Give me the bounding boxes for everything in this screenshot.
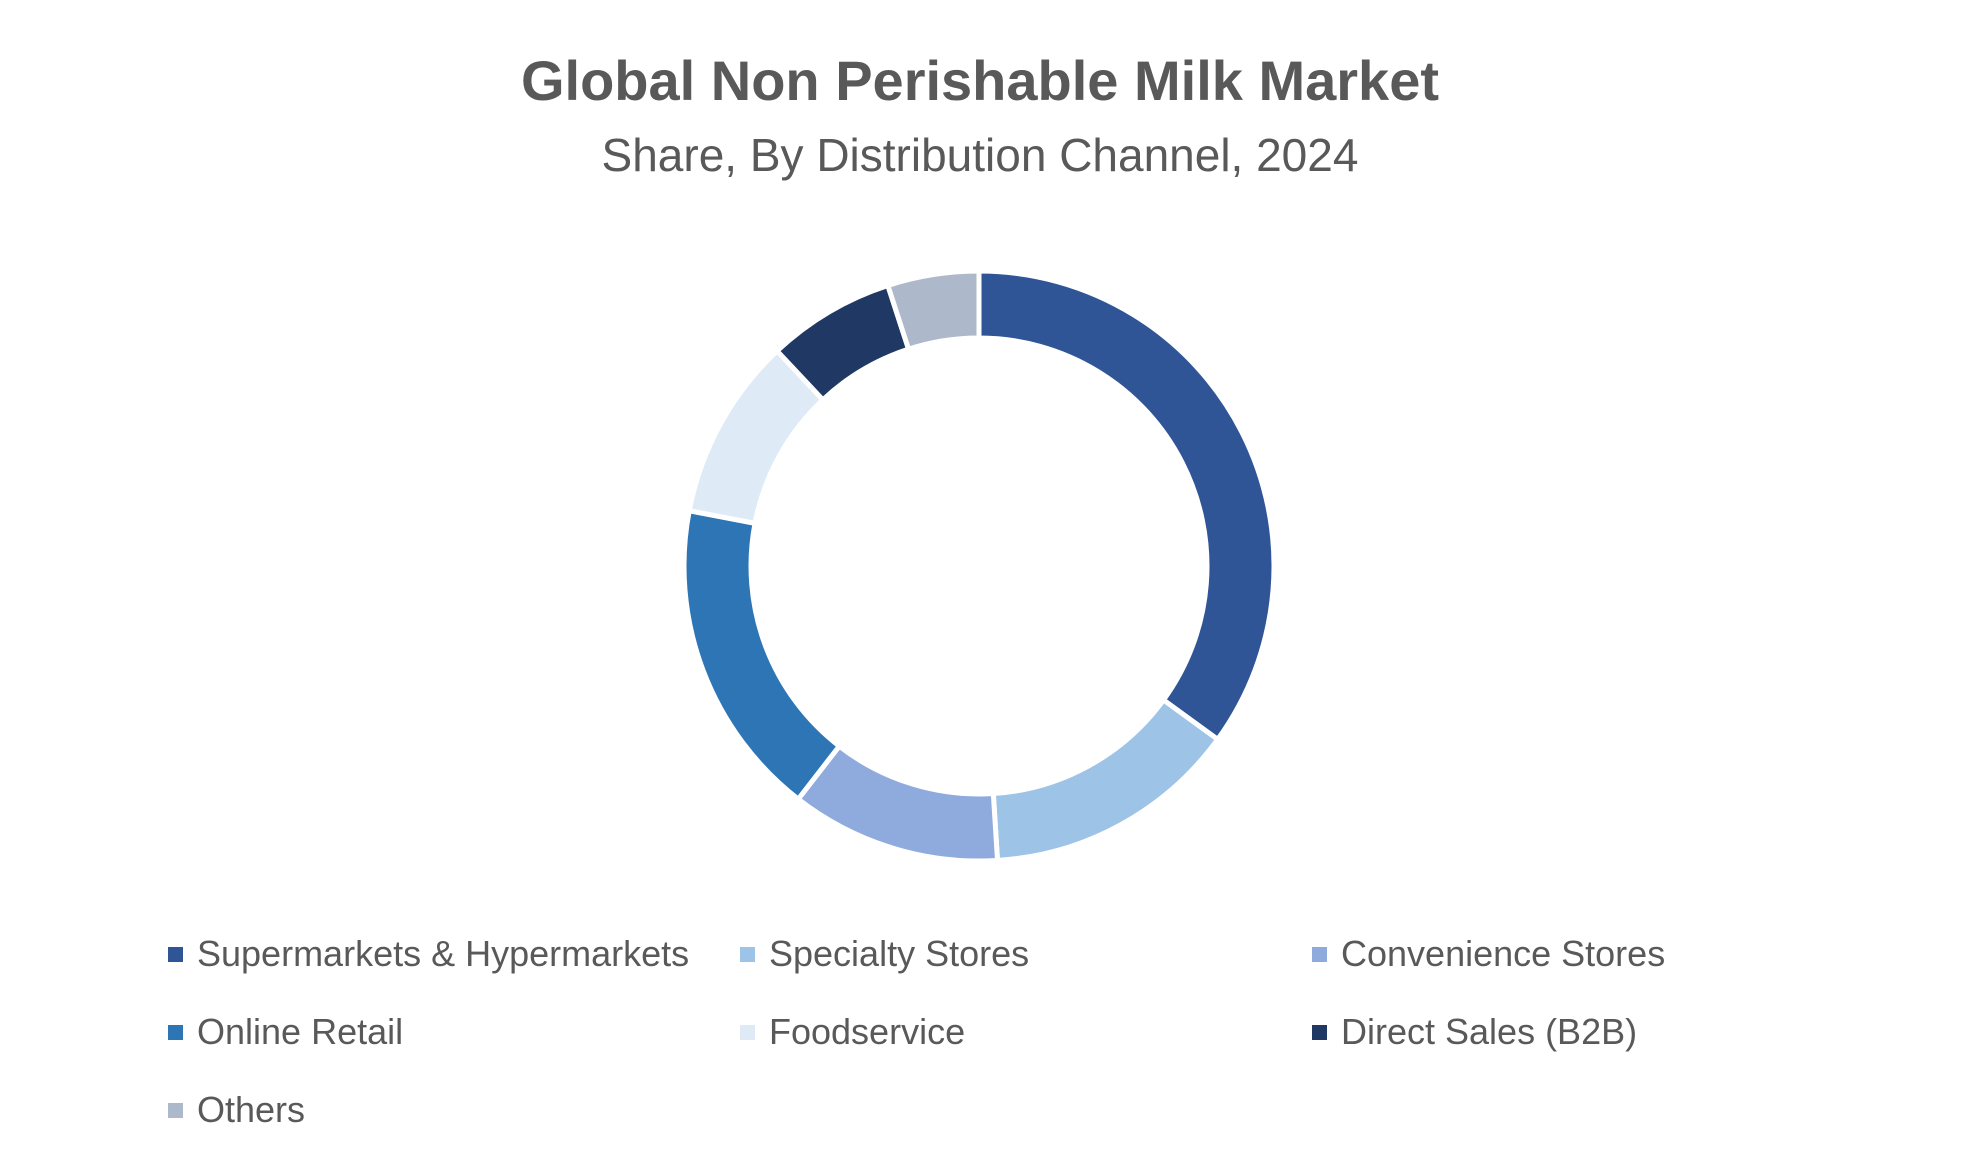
legend-item: Others <box>168 1089 305 1131</box>
chart-subtitle: Share, By Distribution Channel, 2024 <box>601 129 1359 181</box>
legend-swatch <box>1312 1024 1327 1040</box>
donut-slice-others <box>884 268 982 353</box>
donut-slice-specialty-stores <box>990 696 1222 864</box>
legend-swatch <box>168 946 183 962</box>
legend-item: Supermarkets & Hypermarkets <box>168 933 689 975</box>
legend-swatch <box>740 1024 755 1040</box>
legend-label: Online Retail <box>197 1011 404 1052</box>
donut-slice-online-retail <box>681 507 843 803</box>
legend-swatch <box>1312 946 1327 962</box>
legend-swatch <box>168 1102 183 1118</box>
legend-item: Online Retail <box>168 1011 403 1053</box>
legend-label: Convenience Stores <box>1341 933 1666 974</box>
legend-item: Specialty Stores <box>740 933 1029 975</box>
legend-label: Others <box>197 1089 306 1130</box>
legend-label: Foodservice <box>769 1011 966 1052</box>
legend-swatch <box>168 1024 183 1040</box>
legend-item: Direct Sales (B2B) <box>1312 1011 1637 1053</box>
chart-title: Global Non Perishable Milk Market <box>520 49 1439 112</box>
legend-swatch <box>740 946 755 962</box>
legend-label: Specialty Stores <box>769 933 1030 974</box>
legend-label: Supermarkets & Hypermarkets <box>197 933 690 974</box>
legend-label: Direct Sales (B2B) <box>1341 1011 1638 1052</box>
donut-slice-supermarkets-hypermarkets <box>976 268 1277 743</box>
legend-item: Convenience Stores <box>1312 933 1665 975</box>
legend-item: Foodservice <box>740 1011 965 1053</box>
